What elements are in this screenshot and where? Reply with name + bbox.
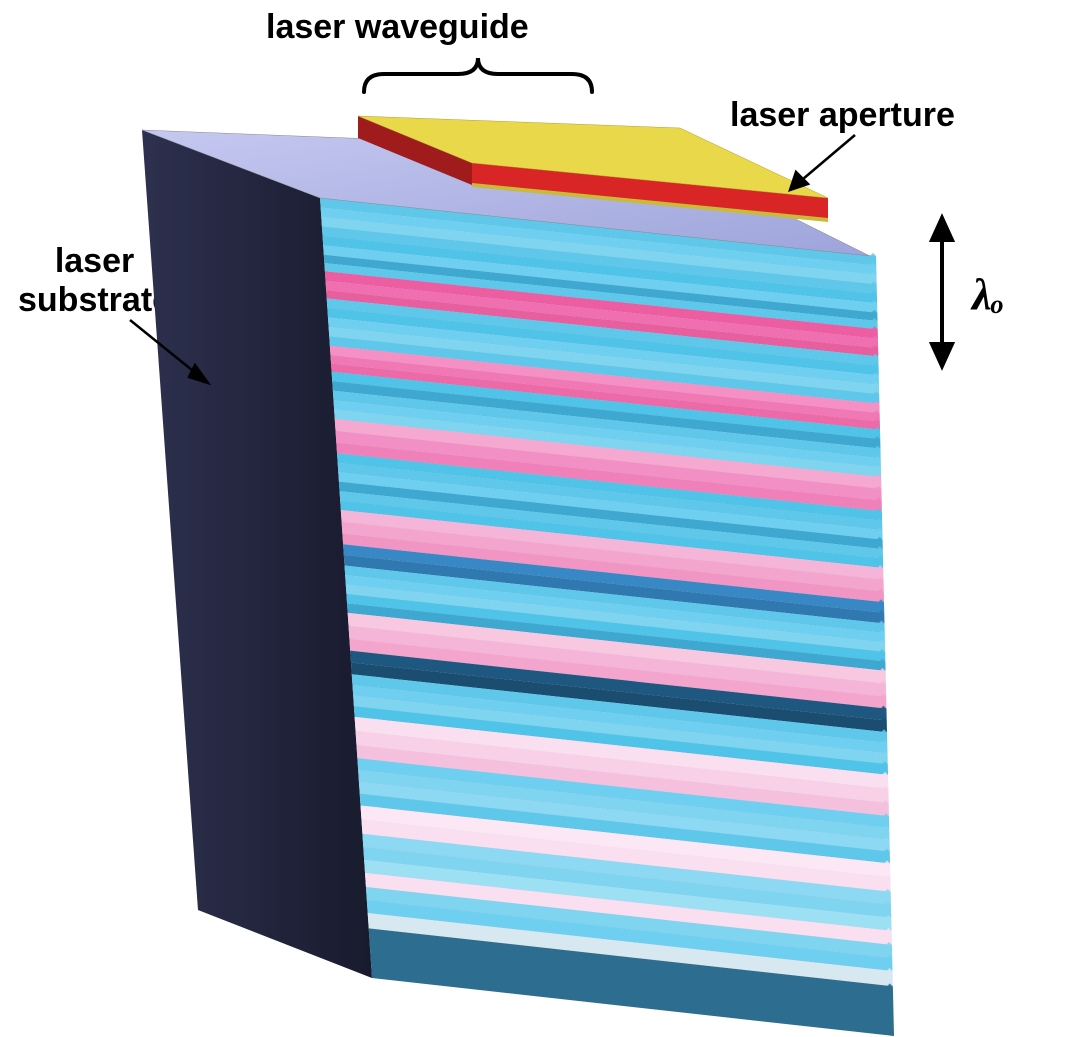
arrow-aperture [790, 135, 855, 190]
laser-diagram [0, 0, 1067, 1037]
layer-stack [142, 130, 894, 1036]
arrow-lambda [932, 218, 952, 366]
brace-icon [364, 58, 592, 92]
